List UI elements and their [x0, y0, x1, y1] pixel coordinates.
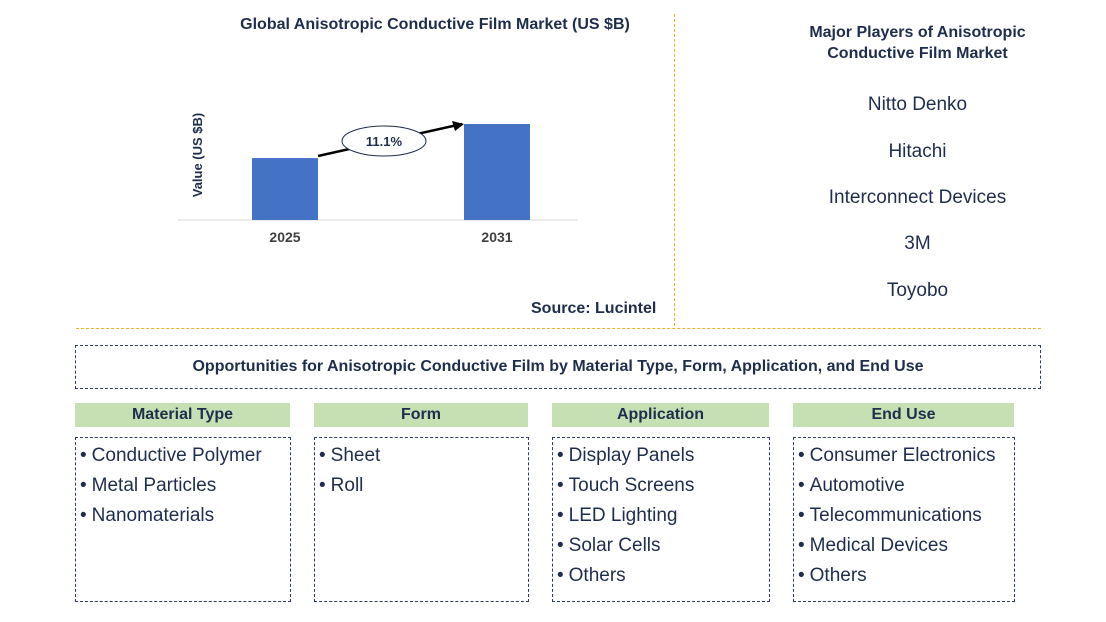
list-item: Medical Devices — [798, 531, 1014, 561]
growth-arrow-head — [452, 121, 464, 131]
y-axis-label: Value (US $B) — [190, 113, 205, 198]
opportunities-title-box: Opportunities for Anisotropic Conductive… — [75, 345, 1041, 389]
list-item: Sheet — [319, 441, 528, 471]
list-item: Others — [557, 561, 769, 591]
column-box-form: Sheet Roll — [314, 437, 529, 602]
column-header-label: Form — [401, 406, 441, 423]
player-item: Nitto Denko — [867, 94, 968, 115]
list-item: Roll — [319, 471, 528, 501]
list-item: Solar Cells — [557, 531, 769, 561]
growth-rate-label: 11.1% — [366, 134, 403, 149]
player-item: 3M — [904, 233, 931, 254]
source-label: Source: Lucintel — [531, 300, 657, 317]
vertical-divider — [674, 14, 675, 326]
column-header-label: Application — [616, 406, 705, 423]
bar-2031 — [464, 124, 530, 220]
list-item: Automotive — [798, 471, 1014, 501]
column-header-label: Material Type — [131, 406, 234, 423]
list-item: Touch Screens — [557, 471, 769, 501]
column-header-label: End Use — [871, 406, 936, 423]
list-item: Display Panels — [557, 441, 769, 471]
column-header-material-type: Material Type — [75, 403, 290, 427]
list-item: Consumer Electronics — [798, 441, 1014, 471]
growth-rate-bubble — [341, 125, 427, 157]
bar-chart: Value (US $B) 2025 2031 11.1% — [178, 113, 578, 245]
x-tick-label: 2031 — [481, 229, 512, 245]
column-header-form: Form — [314, 403, 528, 427]
column-header-end-use: End Use — [793, 403, 1014, 427]
x-tick-label: 2025 — [269, 229, 300, 245]
players-title: Major Players of Anisotropic Conductive … — [809, 24, 1026, 62]
player-item: Toyobo — [886, 280, 949, 301]
chart-title: Global Anisotropic Conductive Film Marke… — [240, 16, 630, 33]
player-item: Hitachi — [888, 141, 947, 162]
column-box-application: Display Panels Touch Screens LED Lightin… — [552, 437, 770, 602]
list-item: Metal Particles — [80, 471, 290, 501]
list-item: Conductive Polymer — [80, 441, 290, 471]
list-item: Others — [798, 561, 1014, 591]
list-item: Telecommunications — [798, 501, 1014, 531]
horizontal-divider — [76, 328, 1041, 329]
player-item: Interconnect Devices — [828, 187, 1007, 208]
bar-2025 — [252, 158, 318, 220]
column-box-material-type: Conductive Polymer Metal Particles Nanom… — [75, 437, 291, 602]
opportunities-title: Opportunities for Anisotropic Conductive… — [192, 358, 924, 375]
column-box-end-use: Consumer Electronics Automotive Telecomm… — [793, 437, 1015, 602]
list-item: LED Lighting — [557, 501, 769, 531]
list-item: Nanomaterials — [80, 501, 290, 531]
column-header-application: Application — [552, 403, 769, 427]
